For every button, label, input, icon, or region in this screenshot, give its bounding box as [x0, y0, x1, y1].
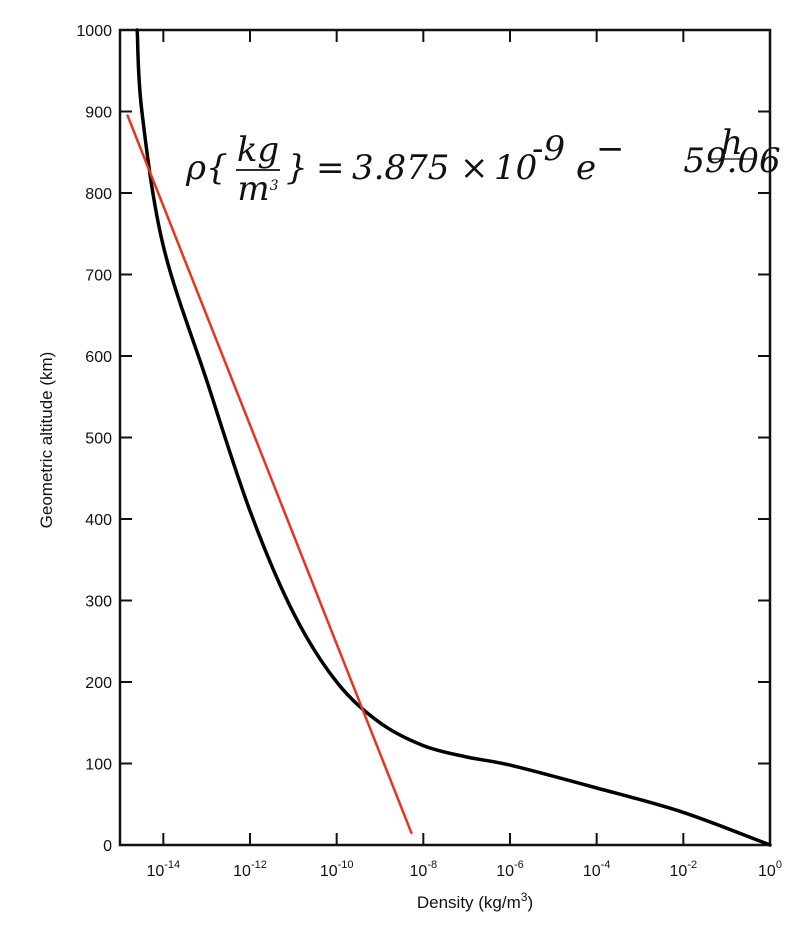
- y-tick-label-300: 300: [85, 594, 112, 611]
- y-tick-label-700: 700: [85, 268, 112, 285]
- formula-close-brace: }: [286, 148, 308, 188]
- y-tick-label-1000: 1000: [76, 23, 112, 40]
- formula-times: ×: [460, 148, 489, 188]
- y-tick-label-600: 600: [85, 349, 112, 366]
- formula-e: e: [576, 148, 596, 188]
- y-tick-label-0: 0: [103, 838, 112, 855]
- formula-coefficient: 3.875: [352, 148, 449, 188]
- x-tick-label--2: 10-2: [670, 859, 698, 880]
- y-tick-label-200: 200: [85, 675, 112, 692]
- formula-equals: =: [316, 148, 345, 188]
- formula-exp-numerator: h: [721, 123, 743, 163]
- x-tick-label--6: 10-6: [496, 859, 524, 880]
- x-tick-label--10: 10-10: [320, 859, 354, 880]
- formula-unit-numerator: kg: [237, 130, 279, 170]
- exponential-fit-line: [126, 114, 413, 835]
- formula-minus: −: [596, 129, 625, 169]
- y-tick-label-100: 100: [85, 757, 112, 774]
- x-tick-label--4: 10-4: [583, 859, 611, 880]
- x-axis-title: Density (kg/m3): [417, 890, 533, 912]
- density-curve-line: [135, 28, 772, 847]
- y-tick-label-800: 800: [85, 186, 112, 203]
- x-tick-label-0: 100: [758, 859, 782, 880]
- x-tick-label--14: 10-14: [146, 859, 180, 880]
- series-layer: [126, 28, 772, 847]
- x-tick-label--8: 10-8: [410, 859, 438, 880]
- y-tick-label-900: 900: [85, 105, 112, 122]
- formula-exp-denominator: 59.06: [683, 141, 780, 181]
- x-tick-label--12: 10-12: [233, 859, 267, 880]
- y-axis-title: Geometric altitude (km): [37, 352, 56, 529]
- formula-rho: ρ{: [185, 148, 228, 188]
- formula-base: 10: [494, 148, 537, 188]
- plot-frame: [118, 28, 772, 847]
- formula-exponent: -9: [532, 129, 565, 169]
- y-tick-label-500: 500: [85, 431, 112, 448]
- tick-labels: 0 100 200 300 400 500 600 700 800 900 1000 10-14 10-…: [76, 23, 782, 880]
- fit-equation: ρ{ kg m3 } = 3.875 × 10 -9 e − h 59.06: [185, 123, 781, 209]
- y-tick-label-400: 400: [85, 512, 112, 529]
